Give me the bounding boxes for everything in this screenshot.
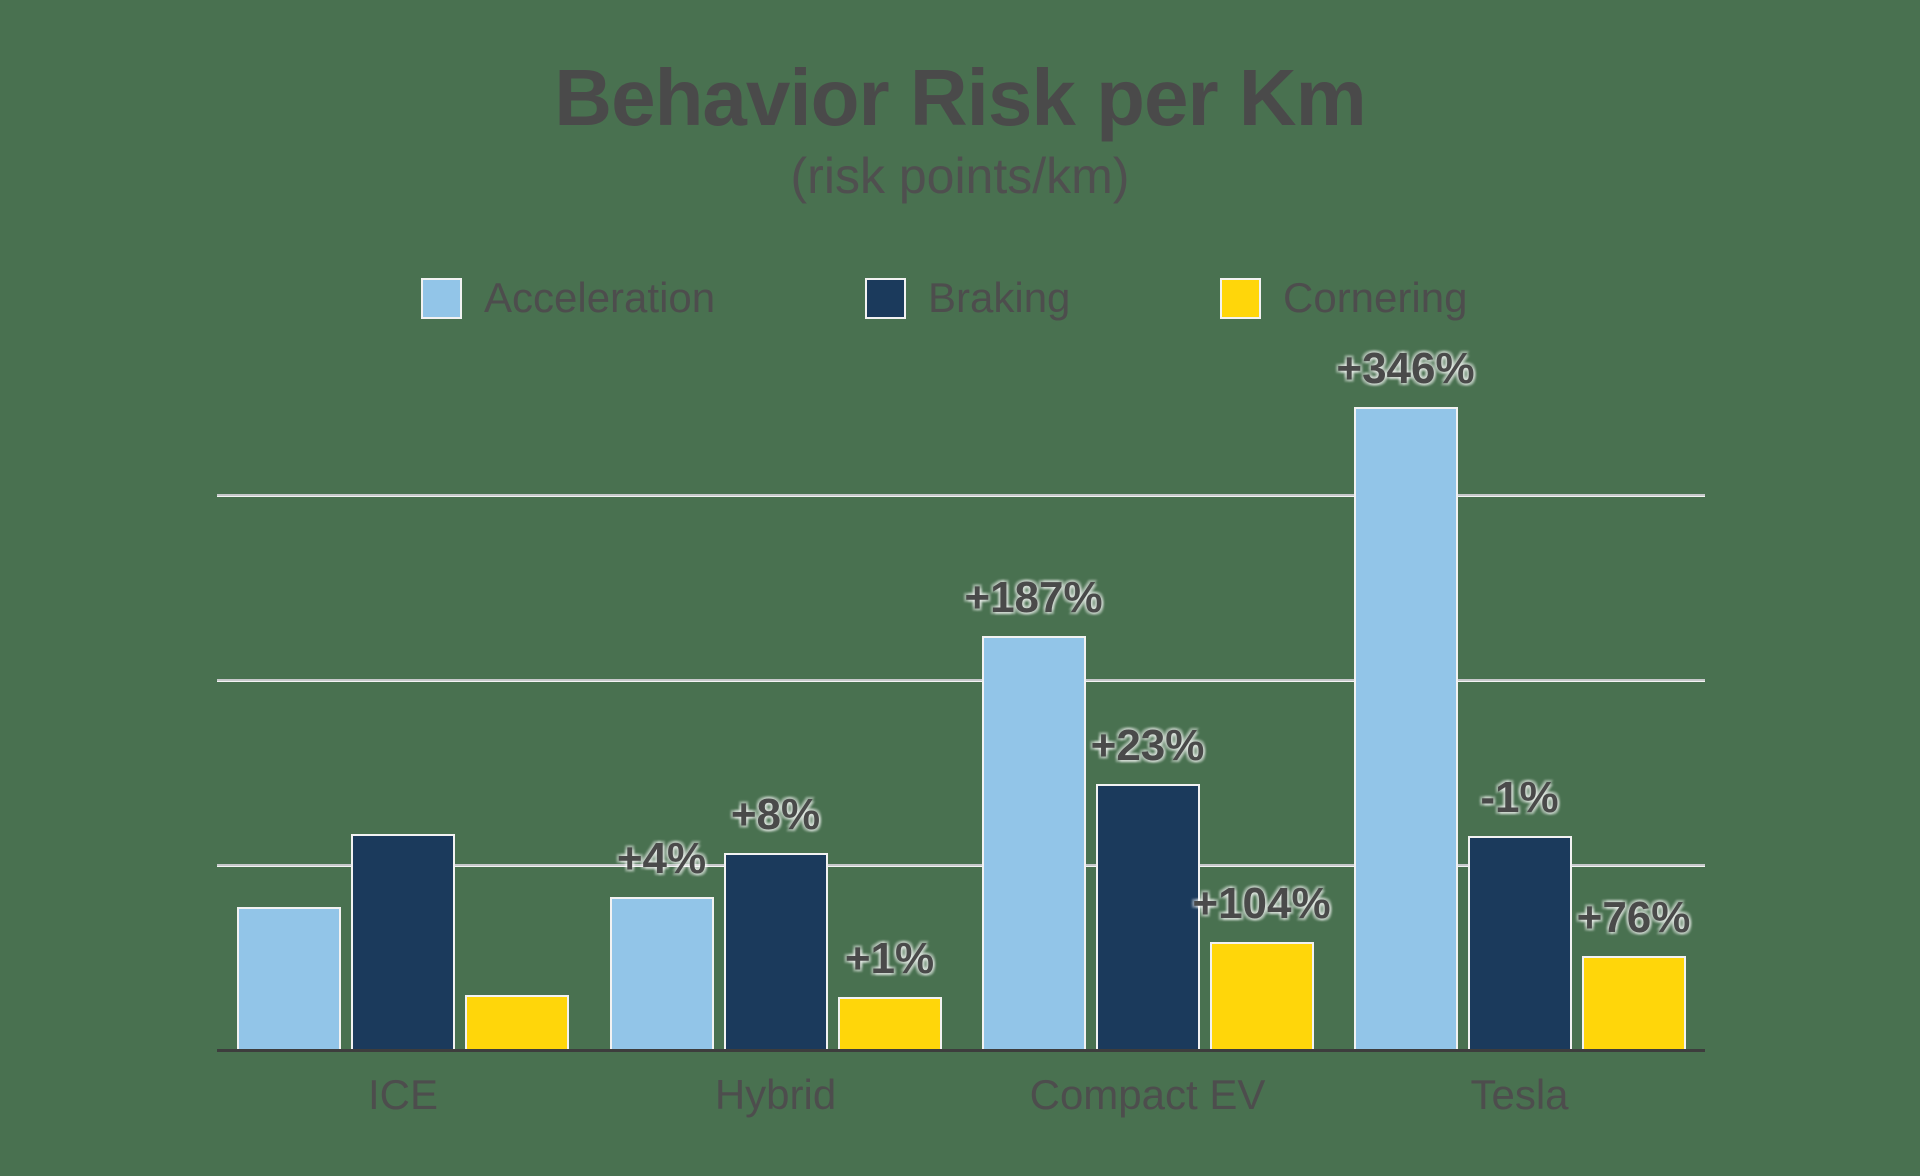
legend-label: Cornering: [1283, 274, 1468, 321]
bar-acceleration-hybrid: [609, 897, 714, 1049]
value-label-acceleration-compact-ev: +187%: [964, 573, 1103, 622]
bar-acceleration-compact-ev: [981, 636, 1086, 1049]
legend-item-cornering: Cornering: [1220, 277, 1467, 319]
bar-cornering-compact-ev: [1209, 942, 1314, 1049]
x-axis-line: [217, 1049, 1705, 1052]
value-label-cornering-hybrid: +1%: [844, 934, 935, 983]
bar-braking-compact-ev: [1095, 784, 1200, 1049]
value-label-acceleration-tesla: +346%: [1336, 344, 1475, 393]
legend-item-acceleration: Acceleration: [421, 277, 715, 319]
acceleration-legend-swatch: [421, 277, 462, 319]
value-label-cornering-tesla: +76%: [1576, 893, 1691, 942]
cornering-legend-swatch: [1220, 277, 1261, 319]
value-label-braking-hybrid: +8%: [730, 790, 821, 839]
bar-braking-tesla: [1467, 836, 1572, 1049]
bar-acceleration-ice: [237, 907, 341, 1049]
value-label-cornering-compact-ev: +104%: [1192, 879, 1331, 928]
x-axis-label-hybrid: Hybrid: [714, 1071, 837, 1118]
value-label-braking-compact-ev: +23%: [1090, 721, 1205, 770]
chart-title: Behavior Risk per Km: [554, 53, 1366, 142]
value-label-braking-tesla: -1%: [1480, 773, 1559, 822]
braking-legend-swatch: [865, 277, 906, 319]
legend-item-braking: Braking: [865, 277, 1070, 319]
chart-subtitle: (risk points/km): [790, 148, 1130, 204]
value-label-acceleration-hybrid: +4%: [616, 834, 707, 883]
gridline: [217, 864, 1705, 867]
gridline: [217, 494, 1705, 497]
bar-cornering-tesla: [1581, 956, 1686, 1049]
bar-cornering-hybrid: [837, 997, 942, 1049]
legend-label: Acceleration: [484, 274, 716, 321]
legend-label: Braking: [928, 274, 1071, 321]
bar-braking-hybrid: [723, 853, 828, 1049]
x-axis-label-tesla: Tesla: [1470, 1071, 1569, 1118]
gridline: [217, 679, 1705, 682]
bar-cornering-ice: [465, 995, 569, 1049]
bar-acceleration-tesla: [1353, 407, 1458, 1049]
bar-braking-ice: [351, 834, 455, 1049]
x-axis-label-compact-ev: Compact EV: [1029, 1071, 1266, 1118]
x-axis-label-ice: ICE: [367, 1071, 439, 1118]
